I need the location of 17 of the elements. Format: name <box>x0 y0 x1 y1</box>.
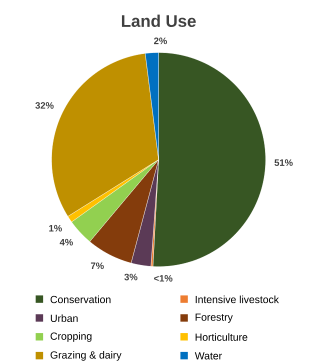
data-label: 2% <box>154 38 167 44</box>
legend-label: Intensive livestock <box>196 296 279 304</box>
legend-label: Forestry <box>196 314 233 323</box>
data-label: 7% <box>90 262 104 270</box>
legend-label: Horticulture <box>196 333 248 341</box>
legend-label: Cropping <box>50 332 92 342</box>
data-label: <1% <box>154 275 172 282</box>
data-label: 32% <box>35 102 54 109</box>
data-label: 3% <box>124 274 138 280</box>
chart-title: Land Use <box>122 14 196 27</box>
legend-label: Conservation <box>50 296 110 304</box>
data-label: 4% <box>60 238 73 246</box>
legend-label: Urban <box>50 314 78 322</box>
legend-label: Grazing & dairy <box>50 351 122 361</box>
legend-label: Water <box>194 352 222 360</box>
data-label: 51% <box>274 159 293 166</box>
data-label: 1% <box>49 224 62 232</box>
